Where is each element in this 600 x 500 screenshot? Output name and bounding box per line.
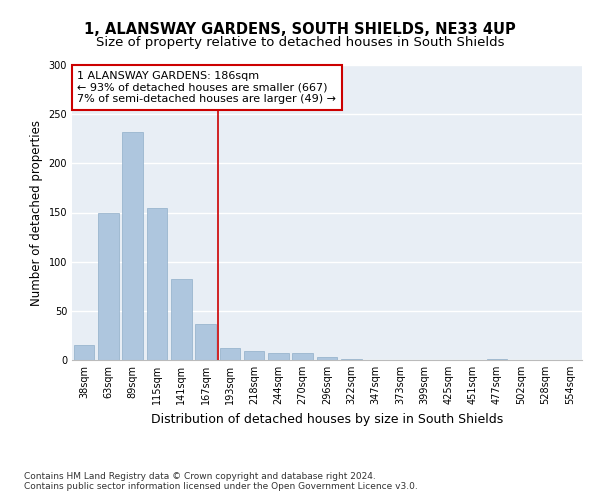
Text: 1, ALANSWAY GARDENS, SOUTH SHIELDS, NE33 4UP: 1, ALANSWAY GARDENS, SOUTH SHIELDS, NE33… xyxy=(84,22,516,38)
Bar xyxy=(220,348,240,360)
Bar xyxy=(146,208,167,360)
X-axis label: Distribution of detached houses by size in South Shields: Distribution of detached houses by size … xyxy=(151,412,503,426)
Bar xyxy=(341,359,362,360)
Bar xyxy=(98,212,119,360)
Bar xyxy=(74,345,94,360)
Bar xyxy=(317,357,337,360)
Bar xyxy=(292,353,313,360)
Bar xyxy=(122,132,143,360)
Bar xyxy=(195,324,216,360)
Bar xyxy=(171,280,191,360)
Text: Size of property relative to detached houses in South Shields: Size of property relative to detached ho… xyxy=(96,36,504,49)
Bar xyxy=(268,353,289,360)
Text: 1 ALANSWAY GARDENS: 186sqm
← 93% of detached houses are smaller (667)
7% of semi: 1 ALANSWAY GARDENS: 186sqm ← 93% of deta… xyxy=(77,71,336,104)
Bar xyxy=(244,351,265,360)
Text: Contains HM Land Registry data © Crown copyright and database right 2024.: Contains HM Land Registry data © Crown c… xyxy=(24,472,376,481)
Bar xyxy=(487,359,508,360)
Text: Contains public sector information licensed under the Open Government Licence v3: Contains public sector information licen… xyxy=(24,482,418,491)
Y-axis label: Number of detached properties: Number of detached properties xyxy=(30,120,43,306)
